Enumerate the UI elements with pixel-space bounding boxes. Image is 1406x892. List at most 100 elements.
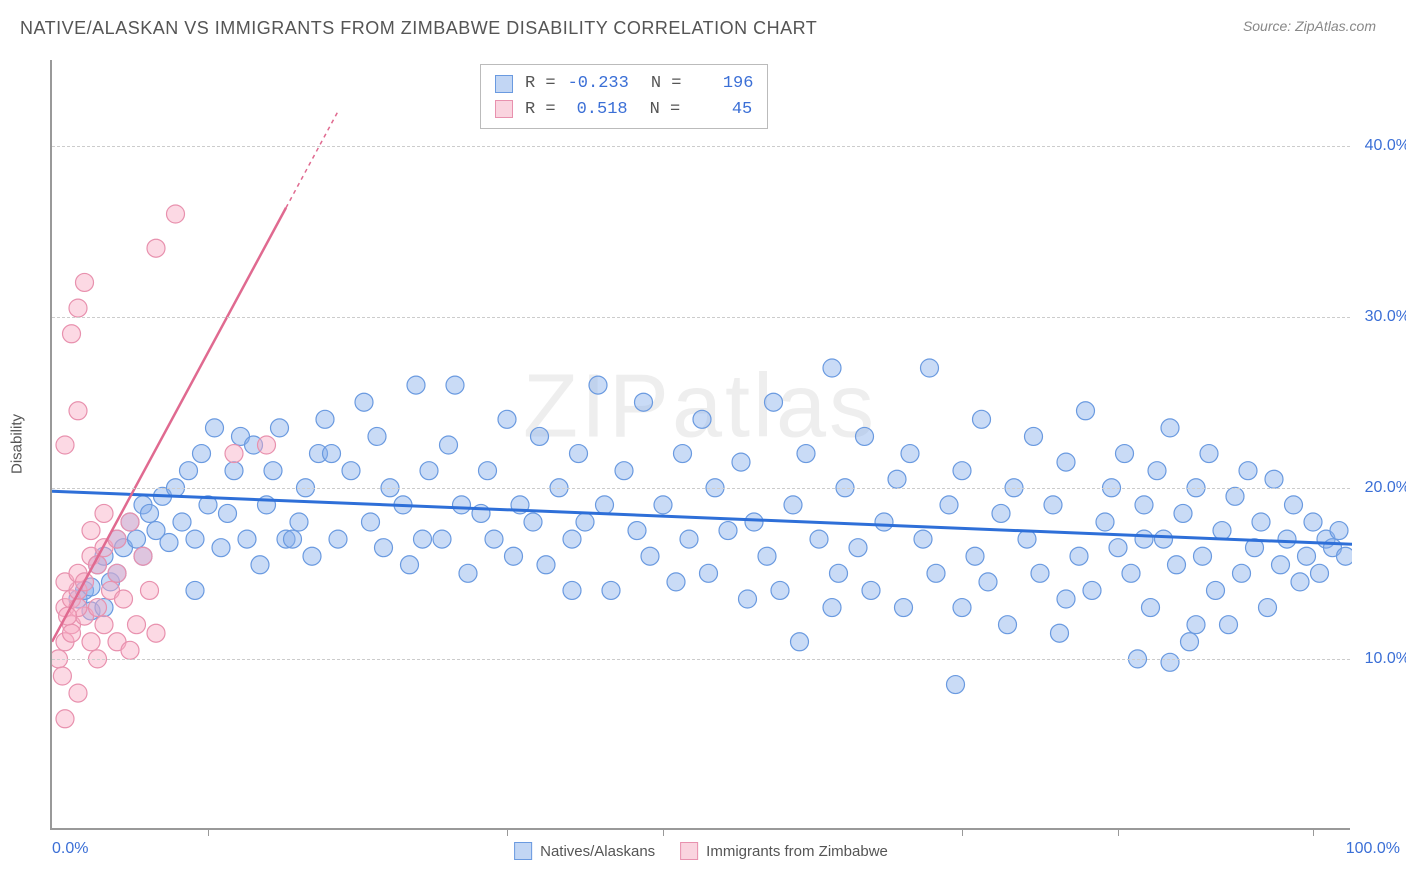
scatter-point xyxy=(258,436,276,454)
scatter-point xyxy=(1207,581,1225,599)
stats-panel: R =-0.233N =196R =0.518N =45 xyxy=(480,64,768,129)
scatter-point xyxy=(186,581,204,599)
stat-r-value: -0.233 xyxy=(568,71,629,97)
scatter-point xyxy=(134,547,152,565)
scatter-point xyxy=(1135,530,1153,548)
scatter-point xyxy=(323,445,341,463)
scatter-point xyxy=(895,599,913,617)
legend-item: Natives/Alaskans xyxy=(514,842,655,860)
scatter-point xyxy=(1155,530,1173,548)
scatter-point xyxy=(1161,653,1179,671)
scatter-point xyxy=(589,376,607,394)
scatter-point xyxy=(862,581,880,599)
scatter-point xyxy=(596,496,614,514)
scatter-point xyxy=(56,436,74,454)
scatter-point xyxy=(953,599,971,617)
scatter-point xyxy=(141,581,159,599)
x-tick xyxy=(208,828,209,836)
scatter-point xyxy=(355,393,373,411)
scatter-point xyxy=(615,462,633,480)
scatter-point xyxy=(459,564,477,582)
scatter-point xyxy=(147,624,165,642)
scatter-point xyxy=(284,530,302,548)
scatter-point xyxy=(271,419,289,437)
legend-item: Immigrants from Zimbabwe xyxy=(680,842,888,860)
scatter-point xyxy=(1018,530,1036,548)
scatter-point xyxy=(414,530,432,548)
scatter-point xyxy=(914,530,932,548)
scatter-point xyxy=(121,641,139,659)
trend-line xyxy=(52,208,286,642)
scatter-point xyxy=(290,513,308,531)
scatter-point xyxy=(108,564,126,582)
scatter-point xyxy=(186,530,204,548)
scatter-point xyxy=(1200,445,1218,463)
scatter-point xyxy=(225,462,243,480)
scatter-point xyxy=(56,710,74,728)
y-tick-label: 10.0% xyxy=(1365,650,1406,668)
scatter-point xyxy=(771,581,789,599)
scatter-point xyxy=(69,402,87,420)
scatter-point xyxy=(167,205,185,223)
scatter-point xyxy=(570,445,588,463)
stat-n-value: 45 xyxy=(692,97,752,123)
scatter-point xyxy=(1057,590,1075,608)
scatter-point xyxy=(375,539,393,557)
x-tick xyxy=(1118,828,1119,836)
scatter-point xyxy=(1168,556,1186,574)
scatter-point xyxy=(563,581,581,599)
scatter-point xyxy=(303,547,321,565)
scatter-point xyxy=(1025,427,1043,445)
scatter-point xyxy=(953,462,971,480)
y-tick-label: 40.0% xyxy=(1365,137,1406,155)
scatter-point xyxy=(797,445,815,463)
scatter-point xyxy=(115,590,133,608)
scatter-point xyxy=(1291,573,1309,591)
square-icon-pink xyxy=(495,100,513,118)
bottom-legend: Natives/Alaskans Immigrants from Zimbabwe xyxy=(514,842,888,860)
scatter-point xyxy=(888,470,906,488)
scatter-point xyxy=(810,530,828,548)
scatter-point xyxy=(193,445,211,463)
scatter-point xyxy=(69,684,87,702)
scatter-point xyxy=(966,547,984,565)
scatter-point xyxy=(225,445,243,463)
scatter-point xyxy=(1285,496,1303,514)
scatter-point xyxy=(1051,624,1069,642)
gridline xyxy=(52,659,1350,660)
scatter-point xyxy=(700,564,718,582)
scatter-point xyxy=(401,556,419,574)
scatter-point xyxy=(791,633,809,651)
scatter-point xyxy=(1337,547,1353,565)
scatter-point xyxy=(654,496,672,514)
scatter-point xyxy=(180,462,198,480)
scatter-point xyxy=(1057,453,1075,471)
scatter-point xyxy=(973,410,991,428)
x-tick xyxy=(1313,828,1314,836)
scatter-point xyxy=(479,462,497,480)
scatter-point xyxy=(1265,470,1283,488)
scatter-point xyxy=(823,359,841,377)
scatter-point xyxy=(95,504,113,522)
scatter-point xyxy=(1311,564,1329,582)
scatter-point xyxy=(1304,513,1322,531)
stat-label: N = xyxy=(650,97,681,123)
scatter-point xyxy=(693,410,711,428)
scatter-point xyxy=(635,393,653,411)
scatter-point xyxy=(63,624,81,642)
scatter-point xyxy=(63,325,81,343)
scatter-point xyxy=(1330,522,1348,540)
y-axis-label: Disability xyxy=(9,414,26,474)
legend-swatch-icon xyxy=(514,842,532,860)
y-tick-label: 30.0% xyxy=(1365,308,1406,326)
scatter-point xyxy=(453,496,471,514)
scatter-point xyxy=(82,633,100,651)
scatter-point xyxy=(128,530,146,548)
scatter-point xyxy=(992,504,1010,522)
scatter-point xyxy=(1096,513,1114,531)
scatter-point xyxy=(498,410,516,428)
scatter-point xyxy=(173,513,191,531)
square-icon-blue xyxy=(495,75,513,93)
scatter-point xyxy=(121,513,139,531)
scatter-point xyxy=(999,616,1017,634)
